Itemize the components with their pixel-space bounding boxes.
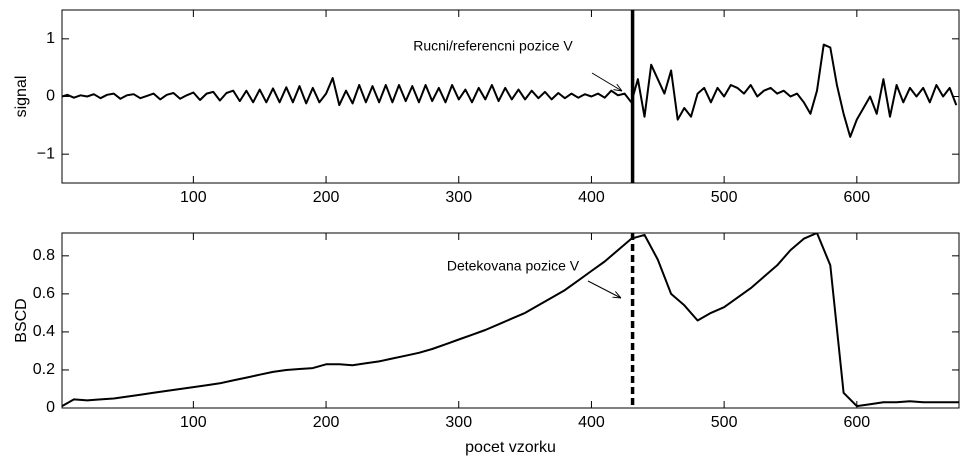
x-tick-label: 500 — [711, 189, 738, 206]
plot-frame — [61, 232, 960, 409]
y-tick-label: 0.2 — [33, 361, 55, 378]
x-tick-label: 100 — [180, 414, 207, 431]
annotation: Detekovana pozice V — [447, 258, 580, 274]
x-tick-label: 200 — [313, 414, 340, 431]
signal-line — [62, 43, 958, 138]
y-tick-label: 0 — [46, 399, 55, 416]
subplot: 100 200 300 400 500 600 −1 0 1 Rucni/referencni p… — [13, 9, 960, 206]
y-axis-label: BSCD — [13, 298, 30, 342]
annotation-arrow — [591, 72, 622, 91]
subplot: 100 200 300 400 500 600 0 0.2 0.4 0.6 0.8 Detekovan… — [13, 232, 960, 456]
x-tick-label: 100 — [180, 189, 207, 206]
x-tick-label: 600 — [843, 414, 870, 431]
x-tick-label: 600 — [843, 189, 870, 206]
signal-line — [62, 233, 959, 408]
x-tick-label: 300 — [445, 414, 472, 431]
y-tick-label: −1 — [37, 145, 55, 162]
x-tick-label: 500 — [711, 414, 738, 431]
y-tick-label: 0 — [46, 88, 55, 105]
annotation-arrow — [587, 280, 621, 298]
x-tick-label: 400 — [578, 414, 605, 431]
y-tick-label: 0.8 — [33, 247, 55, 264]
plot-frame — [61, 9, 960, 184]
x-axis-label: pocet vzorku — [465, 439, 556, 456]
y-tick-label: 1 — [46, 30, 55, 47]
y-tick-label: 0.6 — [33, 285, 55, 302]
annotation: Rucni/referencni pozice V — [413, 38, 573, 54]
x-tick-label: 400 — [578, 189, 605, 206]
x-tick-label: 300 — [445, 189, 472, 206]
y-tick-label: 0.4 — [33, 323, 55, 340]
x-tick-label: 200 — [313, 189, 340, 206]
y-axis-label: signal — [13, 76, 30, 118]
